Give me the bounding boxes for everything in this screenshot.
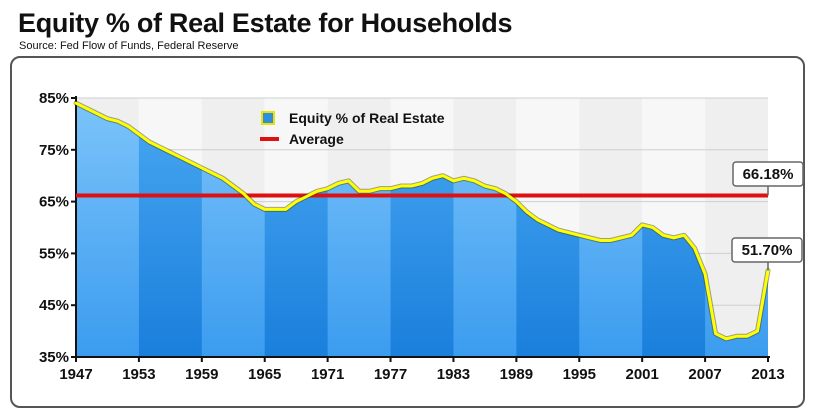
x-tick-label: 1965 [248, 366, 281, 383]
equity-series [73, 100, 771, 342]
legend-label-equity: Equity % of Real Estate [289, 110, 445, 126]
axes [75, 96, 770, 358]
y-tick-label: 35% [39, 349, 69, 366]
x-tick-label: 1989 [500, 366, 533, 383]
x-tick-label: 1947 [59, 366, 92, 383]
area-band [76, 103, 140, 357]
y-tick-label: 65% [39, 194, 69, 211]
callout-label: 51.70% [742, 242, 793, 259]
callout-box [731, 237, 803, 263]
x-tick-label: 2001 [625, 366, 658, 383]
x-tick-label: 1953 [122, 366, 155, 383]
x-tick-label: 1977 [374, 366, 407, 383]
x-tick-label: 1971 [311, 366, 344, 383]
x-tick-label: 1983 [437, 366, 470, 383]
x-tick-label: 1995 [563, 366, 596, 383]
x-tick-labels: 1947 1953 1959 1965 1971 1977 1983 1989 1995 2001… [59, 357, 785, 383]
x-tick-label: 2013 [751, 366, 784, 383]
callout-label: 66.18% [743, 166, 794, 183]
equity-line [74, 101, 770, 341]
x-tick-label: 2007 [688, 366, 721, 383]
y-tick-label: 55% [39, 245, 69, 262]
callouts: 66.18% 51.70% [731, 161, 804, 271]
y-tick-labels: 85% 75% 65% 55% 45% 35% [39, 90, 76, 366]
y-tick-label: 85% [39, 90, 69, 107]
legend-label-average: Average [289, 131, 344, 147]
chart-title: Equity % of Real Estate for Households [18, 8, 513, 38]
legend: Equity % of Real Estate Average [260, 110, 445, 147]
chart-source: Source: Fed Flow of Funds, Federal Reser… [19, 40, 239, 52]
y-tick-label: 75% [39, 142, 69, 159]
background-band [705, 98, 768, 357]
y-tick-label: 45% [39, 297, 69, 314]
x-tick-label: 1959 [185, 366, 218, 383]
legend-swatch-equity [261, 111, 275, 125]
